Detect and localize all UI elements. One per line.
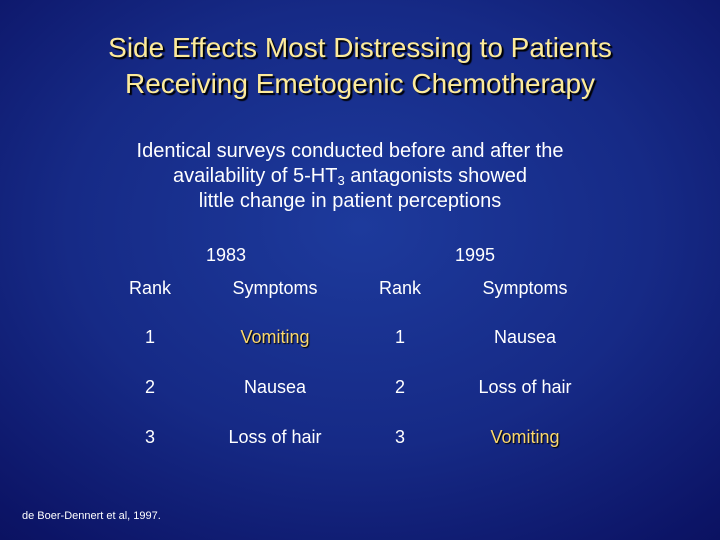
title-line-1: Side Effects Most Distressing to Patient… <box>108 32 612 63</box>
slide-subtitle: Identical surveys conducted before and a… <box>0 139 700 214</box>
header-symptoms-1983: Symptoms <box>232 278 318 298</box>
header-rank-1995: Rank <box>378 278 422 298</box>
table-cell-symptom: Nausea <box>493 327 557 347</box>
subtitle-line-2: availability of 5-HT3 antagonists showed <box>0 164 700 189</box>
header-symptoms-1995: Symptoms <box>482 278 568 298</box>
table-cell-rank: 2 <box>394 377 405 397</box>
subtitle-line-3: little change in patient perceptions <box>198 190 502 212</box>
header-rank-1983: Rank <box>128 278 172 298</box>
slide-title: Side Effects Most Distressing to Patient… <box>0 30 720 102</box>
table-cell-symptom: Loss of hair <box>478 377 572 397</box>
table-cell-symptom: Vomiting <box>240 327 310 347</box>
year-1983-heading: 1983 <box>206 245 247 265</box>
table-cell-rank: 3 <box>144 427 155 447</box>
table-cell-rank: 1 <box>394 327 405 347</box>
table-cell-symptom: Loss of hair <box>228 427 322 447</box>
year-1995-heading: 1995 <box>455 245 496 265</box>
table-cell-rank: 2 <box>144 377 155 397</box>
subtitle-line-2-post: antagonists showed <box>344 165 528 187</box>
subtitle-line-2-pre: availability of 5-HT <box>172 165 338 187</box>
subtitle-subscript: 3 <box>337 173 345 188</box>
citation: de Boer-Dennert et al, 1997. <box>22 510 161 522</box>
title-line-2: Receiving Emetogenic Chemotherapy <box>124 68 596 99</box>
table-cell-symptom: Nausea <box>243 377 307 397</box>
table-cell-rank: 3 <box>394 427 405 447</box>
table-cell-symptom: Vomiting <box>490 427 560 447</box>
table-cell-rank: 1 <box>144 327 155 347</box>
subtitle-line-1: Identical surveys conducted before and a… <box>136 140 564 162</box>
